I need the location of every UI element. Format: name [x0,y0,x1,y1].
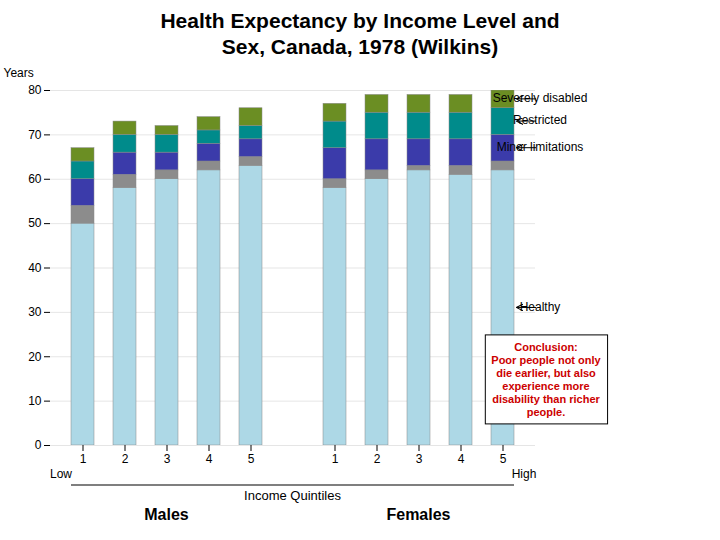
svg-text:0: 0 [35,438,42,452]
svg-text:80: 80 [28,83,42,97]
svg-text:10: 10 [28,393,42,407]
svg-text:40: 40 [28,260,42,274]
svg-text:Conclusion:Poor people not onl: Conclusion:Poor people not onlydie earli… [491,340,601,417]
svg-text:50: 50 [28,216,42,230]
svg-text:3: 3 [416,452,423,466]
svg-text:5: 5 [500,452,507,466]
svg-text:Males: Males [144,506,189,523]
svg-text:1: 1 [80,452,87,466]
svg-text:Restricted: Restricted [513,113,567,127]
svg-text:2: 2 [122,452,129,466]
svg-text:30: 30 [28,305,42,319]
svg-text:5: 5 [248,452,255,466]
svg-text:High: High [512,466,537,480]
svg-text:Females: Females [386,506,450,523]
svg-text:Years: Years [4,66,34,80]
svg-text:20: 20 [28,349,42,363]
svg-text:1: 1 [332,452,339,466]
svg-text:60: 60 [28,172,42,186]
svg-text:Minor limitations: Minor limitations [497,139,584,153]
svg-text:70: 70 [28,127,42,141]
svg-text:4: 4 [206,452,213,466]
svg-text:Low: Low [50,466,72,480]
svg-text:Healthy: Healthy [520,299,561,313]
svg-text:Income Quintiles: Income Quintiles [244,487,341,502]
svg-text:4: 4 [458,452,465,466]
svg-text:2: 2 [374,452,381,466]
svg-text:3: 3 [164,452,171,466]
svg-text:Severely disabled: Severely disabled [493,91,588,105]
html-text:Health Expectancy by Income Le: Health Expectancy by Income Level and Se… [160,9,560,59]
